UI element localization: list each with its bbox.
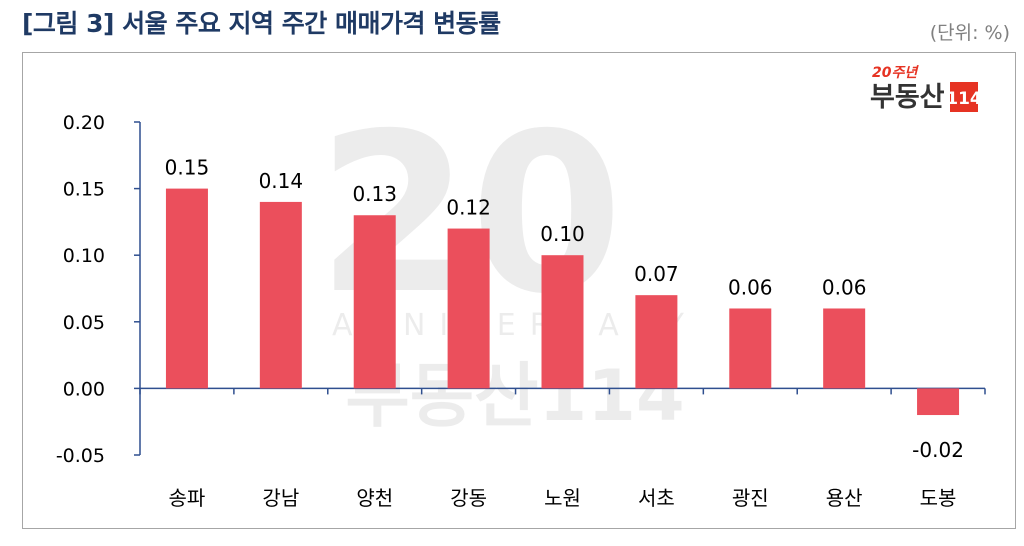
y-tick-label: 0.15 (63, 179, 105, 201)
bar-강동 (447, 228, 490, 389)
chart-frame (22, 52, 1016, 529)
data-label: 0.07 (634, 262, 679, 286)
svg-text:114: 114 (946, 89, 980, 109)
y-tick-label: 0.05 (63, 312, 105, 334)
bar-강남 (259, 201, 302, 389)
bar-노원 (541, 255, 584, 389)
category-label: 도봉 (920, 486, 957, 510)
brand-logo: 20주년 부동산 114 (870, 62, 982, 114)
data-label: 0.06 (822, 275, 867, 299)
svg-text:20주년: 20주년 (872, 65, 919, 81)
svg-text:부동산: 부동산 (870, 82, 945, 113)
bar-서초 (635, 295, 678, 389)
bar-양천 (353, 215, 396, 389)
data-label: 0.12 (446, 196, 491, 220)
category-label: 서초 (638, 486, 675, 510)
category-label: 노원 (544, 486, 581, 510)
category-label: 강남 (262, 486, 299, 510)
y-tick-label: -0.05 (56, 445, 105, 467)
bar-도봉 (917, 388, 960, 416)
data-label: 0.15 (165, 156, 210, 180)
unit-label: (단위: %) (929, 22, 1010, 44)
y-tick-label: 0.10 (63, 245, 105, 267)
data-label: 0.06 (728, 275, 773, 299)
data-label: 0.13 (352, 182, 397, 206)
svg-text:부동산114: 부동산114 (345, 355, 684, 437)
bar-송파 (165, 188, 208, 389)
data-label: 0.10 (540, 222, 585, 246)
bar-용산 (823, 308, 866, 389)
category-label: 송파 (169, 486, 206, 510)
bar-광진 (729, 308, 772, 389)
category-label: 광진 (732, 486, 769, 510)
category-label: 용산 (826, 486, 863, 510)
chart-title: [그림 3] 서울 주요 지역 주간 매매가격 변동률 (22, 9, 501, 38)
category-label: 양천 (356, 486, 393, 510)
y-tick-label: 0.20 (63, 112, 105, 134)
y-tick-label: 0.00 (63, 378, 105, 400)
data-label: -0.02 (912, 438, 964, 462)
category-label: 강동 (450, 486, 487, 510)
data-label: 0.14 (259, 169, 304, 193)
